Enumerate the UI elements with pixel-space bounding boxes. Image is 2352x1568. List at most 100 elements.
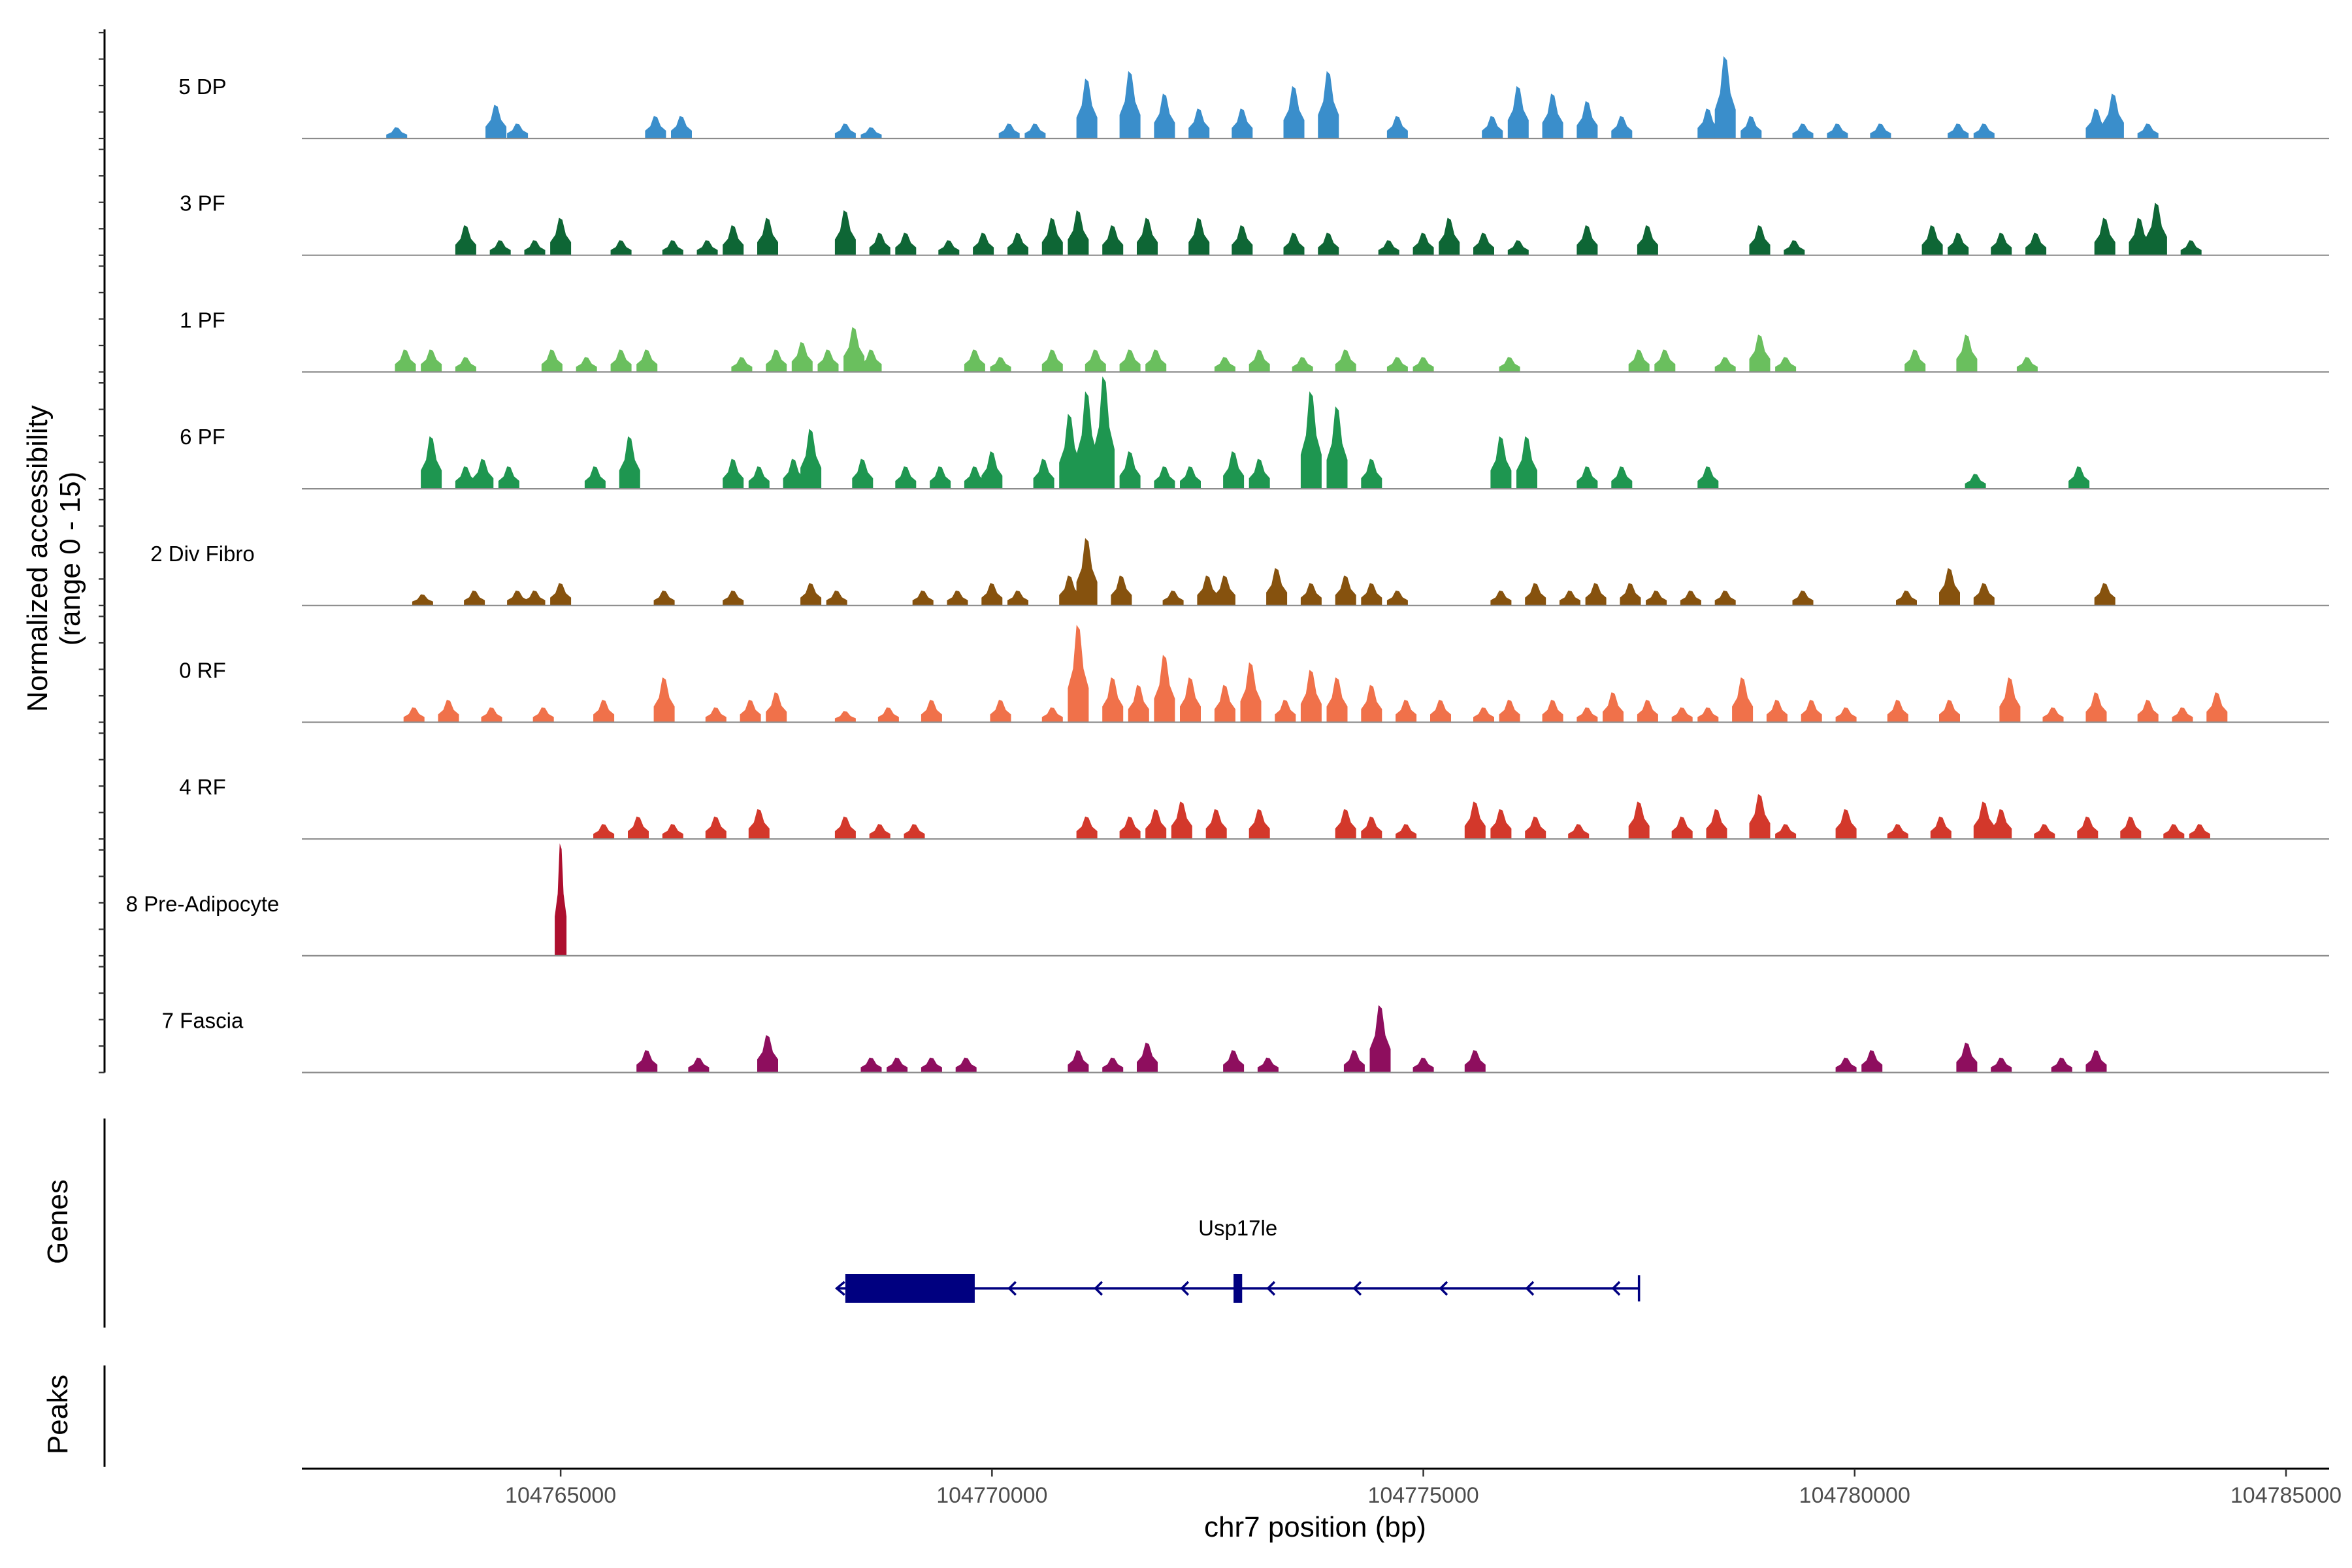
coverage-peak: [1714, 56, 1736, 139]
coverage-peak: [1154, 93, 1175, 139]
coverage-peak: [1188, 108, 1210, 139]
gene-exon: [1233, 1274, 1243, 1303]
coverage-peak: [1991, 233, 2012, 255]
coverage-peak: [1620, 583, 1641, 606]
coverage-peak: [757, 1035, 778, 1073]
coverage-peak: [1991, 809, 2012, 840]
coverage-peak: [1706, 809, 1727, 840]
coverage-peak: [1300, 670, 1322, 723]
coverage-peak: [619, 436, 640, 489]
coverage-peak: [947, 590, 968, 606]
coverage-peak: [1697, 707, 1719, 723]
coverage-peak: [1965, 474, 1986, 489]
coverage-peak: [1714, 590, 1736, 606]
coverage-peak: [1516, 436, 1537, 489]
track-0-rf: 0 RF: [179, 625, 2329, 723]
x-axis: 104765000 104770000 104775000 104780000 1047…: [505, 1469, 2342, 1508]
genes-panel-title: Genes: [42, 1179, 74, 1264]
coverage-peak: [421, 350, 442, 372]
coverage-peak: [662, 240, 683, 255]
coverage-peak: [860, 350, 882, 372]
coverage-peak: [1697, 108, 1719, 139]
coverage-peak: [1076, 816, 1098, 840]
coverage-peak: [1930, 816, 1952, 840]
coverage-peak: [2180, 240, 2202, 255]
coverage-peak: [1249, 809, 1270, 840]
gene-start-arrow: [834, 1281, 845, 1296]
coverage-peak: [1214, 357, 1235, 372]
coverage-peak: [2189, 824, 2210, 840]
coverage-peak: [1904, 350, 1926, 372]
coverage-peak: [887, 1057, 908, 1073]
coverage-peak: [662, 824, 683, 840]
coverage-peak: [1525, 816, 1546, 840]
coverage-peak: [1628, 350, 1650, 372]
coverage-peak: [1076, 391, 1098, 489]
track-7-fascia: 7 Fascia: [162, 1005, 2329, 1073]
coverage-peak: [1490, 590, 1512, 606]
coverage-peak: [1300, 391, 1322, 489]
coverage-peak: [1318, 71, 1339, 139]
coverage-peak: [1835, 809, 1857, 840]
coverage-peak: [541, 350, 563, 372]
coverage-peak: [455, 357, 476, 372]
coverage-peak: [1499, 357, 1520, 372]
coverage-peak: [498, 466, 519, 489]
coverage-peak: [2077, 816, 2099, 840]
coverage-peak: [1119, 350, 1141, 372]
coverage-peak: [1603, 692, 1624, 723]
coverage-peak: [507, 123, 529, 139]
coverage-peak: [1766, 700, 1788, 723]
coverage-peak: [1939, 700, 1960, 723]
coverage-peak: [438, 700, 459, 723]
coverage-peak: [2102, 93, 2124, 139]
coverage-peak: [1792, 123, 1814, 139]
coverage-peak: [705, 707, 727, 723]
coverage-peak: [1214, 685, 1235, 723]
coverage-peak: [2068, 466, 2090, 489]
coverage-peak: [1870, 123, 1891, 139]
coverage-peak: [1413, 233, 1434, 255]
coverage-peak: [1749, 794, 1771, 840]
coverage-peak: [834, 816, 856, 840]
coverage-peak: [489, 240, 511, 255]
coverage-peak: [1948, 233, 1969, 255]
coverage-peak: [1361, 459, 1382, 489]
coverage-peak: [791, 342, 813, 372]
coverage-peak: [386, 127, 408, 139]
coverage-peak: [1680, 590, 1701, 606]
coverage-peak: [1637, 700, 1658, 723]
coverage-peak: [973, 233, 994, 255]
coverage-peak: [895, 233, 917, 255]
coverage-peak: [1482, 116, 1503, 139]
coverage-peak: [895, 466, 917, 489]
x-axis-tick-label: 104770000: [936, 1483, 1047, 1508]
coverage-peak: [930, 466, 951, 489]
coverage-peak: [653, 677, 675, 723]
coverage-peak: [748, 809, 770, 840]
coverage-peak: [1180, 677, 1201, 723]
track-label: 4 RF: [179, 775, 226, 799]
track-label: 8 Pre-Adipocyte: [126, 892, 280, 916]
coverage-peak: [524, 590, 546, 606]
x-axis-tick-label: 104785000: [2230, 1483, 2342, 1508]
coverage-peak: [1827, 123, 1848, 139]
coverage-peak: [1059, 414, 1081, 489]
coverage-peak: [1335, 809, 1356, 840]
coverage-peak: [1396, 700, 1417, 723]
coverage-peak: [1343, 1050, 1365, 1073]
gene-strand-arrow: [1007, 1281, 1017, 1296]
coverage-peak: [723, 459, 744, 489]
coverage-peak: [1154, 655, 1175, 723]
coverage-peak: [481, 707, 502, 723]
coverage-peak: [1413, 357, 1434, 372]
coverage-peak: [1499, 700, 1520, 723]
track-label: 3 PF: [180, 191, 225, 216]
coverage-peak: [990, 700, 1011, 723]
coverage-peak: [472, 459, 494, 489]
coverage-peak: [817, 350, 839, 372]
coverage-peak: [610, 350, 632, 372]
coverage-peak: [1646, 590, 1667, 606]
coverage-peak: [636, 1050, 658, 1073]
